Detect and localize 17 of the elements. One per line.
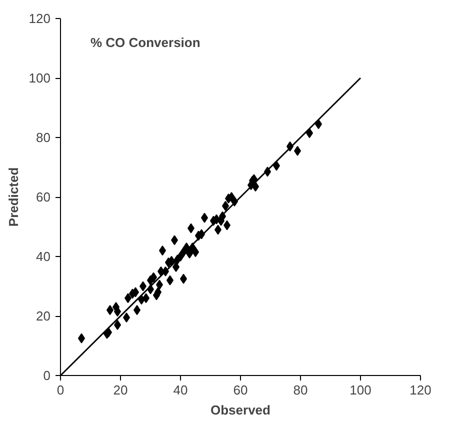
annotation: % CO Conversion — [90, 34, 200, 50]
x-tick-label: 20 — [113, 382, 128, 398]
x-tick-label: 0 — [56, 382, 64, 398]
y-tick-label: 40 — [36, 249, 51, 264]
y-tick-label: 60 — [36, 190, 51, 204]
y-tick-label: 0 — [43, 368, 51, 383]
y-tick-label: 100 — [28, 70, 51, 86]
x-tick-label: 120 — [410, 382, 432, 398]
y-tick-label: 120 — [28, 11, 51, 26]
x-axis-title: Observed — [210, 402, 271, 418]
x-tick-label: 60 — [233, 382, 248, 398]
x-tick-label: 80 — [293, 382, 308, 398]
x-tick-label: 100 — [350, 382, 372, 398]
x-tick-label: 40 — [173, 382, 188, 398]
y-axis-title: Predicted — [6, 167, 21, 227]
y-tick-label: 20 — [36, 308, 51, 324]
y-tick-label: 80 — [36, 130, 51, 145]
